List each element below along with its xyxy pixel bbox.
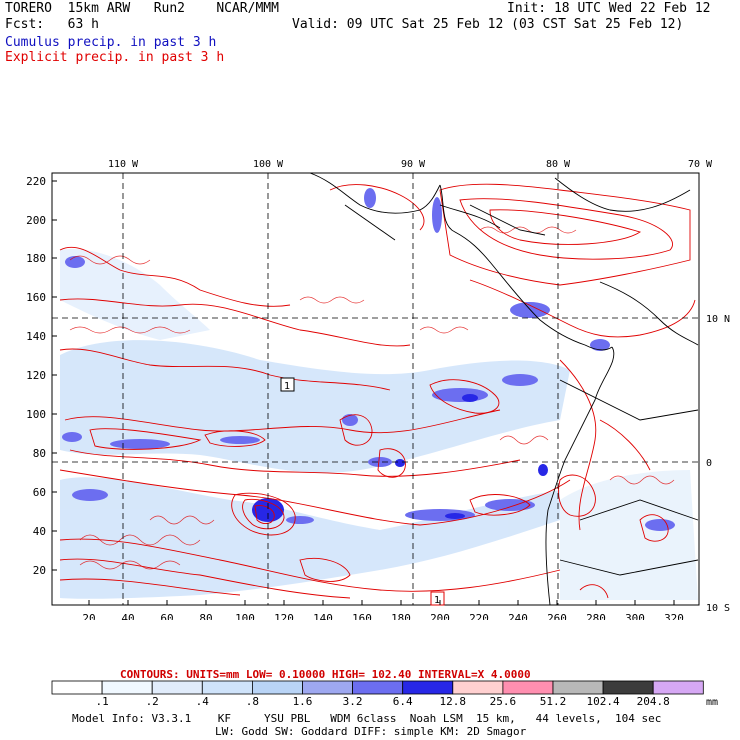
x-tick: 320 — [664, 612, 684, 620]
model-title: TORERO 15km ARW Run2 NCAR/MMM — [5, 1, 279, 16]
longitude-labels: 110 W 100 W 90 W 80 W 70 W — [108, 159, 713, 170]
colorbar-swatch — [502, 680, 554, 695]
y-tick: 180 — [26, 252, 46, 265]
x-tick: 140 — [313, 612, 333, 620]
valid-time: Valid: 09 UTC Sat 25 Feb 12 (03 CST Sat … — [292, 17, 684, 32]
x-tick: 180 — [391, 612, 411, 620]
cumulus-intense-areas — [252, 394, 548, 522]
y-tick: 200 — [26, 214, 46, 227]
x-tick: 80 — [199, 612, 212, 620]
colorbar-threshold-label: .4 — [196, 695, 210, 708]
lon-label: 90 W — [401, 159, 426, 170]
lat-lon-grid — [52, 173, 699, 605]
x-tick: 300 — [625, 612, 645, 620]
colorbar-swatch — [101, 680, 153, 695]
y-tick: 120 — [26, 369, 46, 382]
x-tick: 160 — [352, 612, 372, 620]
y-tick: 80 — [33, 447, 46, 460]
forecast-hour: Fcst: 63 h — [5, 17, 99, 32]
colorbar-swatch — [51, 680, 103, 695]
y-tick: 100 — [26, 408, 46, 421]
colorbar-threshold-label: 51.2 — [540, 695, 567, 708]
colorbar-swatch — [352, 680, 404, 695]
x-tick: 20 — [82, 612, 95, 620]
legend-explicit: Explicit precip. in past 3 h — [5, 50, 225, 65]
colorbar-labels: .1 .2 .4 .8 1.6 3.2 6.4 12.8 25.6 51.2 102.4 204.8 — [95, 695, 669, 708]
x-tick: 40 — [121, 612, 134, 620]
x-tick: 240 — [508, 612, 528, 620]
lat-label: 10 N — [706, 314, 730, 325]
coastlines — [309, 172, 699, 606]
x-tick: 280 — [586, 612, 606, 620]
y-axis-labels: 220 200 180 160 140 120 100 80 60 40 20 — [26, 175, 46, 577]
legend-cumulus: Cumulus precip. in past 3 h — [5, 35, 217, 50]
colorbar-threshold-label: 1.6 — [293, 695, 313, 708]
station-box-2 — [430, 591, 445, 606]
lon-label: 80 W — [546, 159, 571, 170]
lon-label: 110 W — [108, 159, 139, 170]
colorbar-units: mm — [706, 697, 718, 708]
colorbar-swatch — [652, 680, 704, 695]
y-tick: 220 — [26, 175, 46, 188]
colorbar-threshold-label: 102.4 — [587, 695, 620, 708]
colorbar-threshold-label: .2 — [146, 695, 159, 708]
x-axis-labels: 20 40 60 80 100 120 140 160 180 200 220 … — [82, 612, 684, 620]
colorbar-swatch — [302, 680, 353, 695]
lat-label: 0 — [706, 458, 712, 469]
colorbar-swatch — [151, 680, 203, 695]
latitude-labels: 10 N 0 10 S — [706, 314, 730, 614]
contour-info: CONTOURS: UNITS=mm LOW= 0.10000 HIGH= 10… — [120, 668, 531, 681]
colorbar-swatch — [452, 680, 504, 695]
colorbar-threshold-label: 6.4 — [393, 695, 413, 708]
x-tick: 260 — [547, 612, 567, 620]
colorbar-swatch — [201, 680, 253, 695]
colorbar-swatch — [552, 680, 604, 695]
x-tick: 200 — [430, 612, 450, 620]
y-tick: 60 — [33, 486, 46, 499]
model-info-line-2: LW: Godd SW: Goddard DIFF: simple KM: 2D… — [215, 725, 527, 738]
y-tick: 160 — [26, 291, 46, 304]
explicit-precip-fine-contours — [69, 226, 675, 570]
lat-label: 10 S — [706, 603, 730, 614]
x-tick: 60 — [160, 612, 173, 620]
axis-ticks — [52, 180, 675, 605]
colorbar-threshold-label: 204.8 — [637, 695, 670, 708]
colorbar-threshold-label: 3.2 — [343, 695, 363, 708]
colorbar-threshold-label: 12.8 — [440, 695, 467, 708]
lon-label: 100 W — [253, 159, 284, 170]
colorbar-threshold-label: .8 — [246, 695, 259, 708]
colorbar-swatch — [251, 680, 303, 695]
y-tick: 40 — [33, 525, 46, 538]
station-box-1-label: 1 — [284, 381, 290, 392]
colorbar-swatch — [402, 680, 454, 695]
colorbar-threshold-label: 25.6 — [490, 695, 517, 708]
model-info-line-1: Model Info: V3.3.1 KF YSU PBL WDM 6class… — [72, 712, 662, 725]
x-tick: 100 — [235, 612, 255, 620]
explicit-precip-contours — [59, 183, 696, 599]
x-tick: 220 — [469, 612, 489, 620]
cumulus-light-areas — [60, 249, 698, 600]
precip-map: 1 1 220 200 180 160 140 120 100 80 60 40… — [26, 159, 730, 620]
station-box-1 — [280, 377, 295, 392]
colorbar-threshold-label: .1 — [95, 695, 108, 708]
lon-label: 70 W — [688, 159, 713, 170]
y-tick: 20 — [33, 564, 46, 577]
station-box-2-label: 1 — [434, 595, 440, 606]
init-time: Init: 18 UTC Wed 22 Feb 12 — [507, 1, 711, 16]
y-tick: 140 — [26, 330, 46, 343]
colorbar-swatch — [602, 680, 654, 695]
colorbar-boxes — [51, 680, 704, 695]
colorbar: .1.2.4.8 1.6 3.2 6.4 12.8 25.6 51.2 102.4 204.8 … — [51, 680, 718, 708]
x-tick: 120 — [274, 612, 294, 620]
